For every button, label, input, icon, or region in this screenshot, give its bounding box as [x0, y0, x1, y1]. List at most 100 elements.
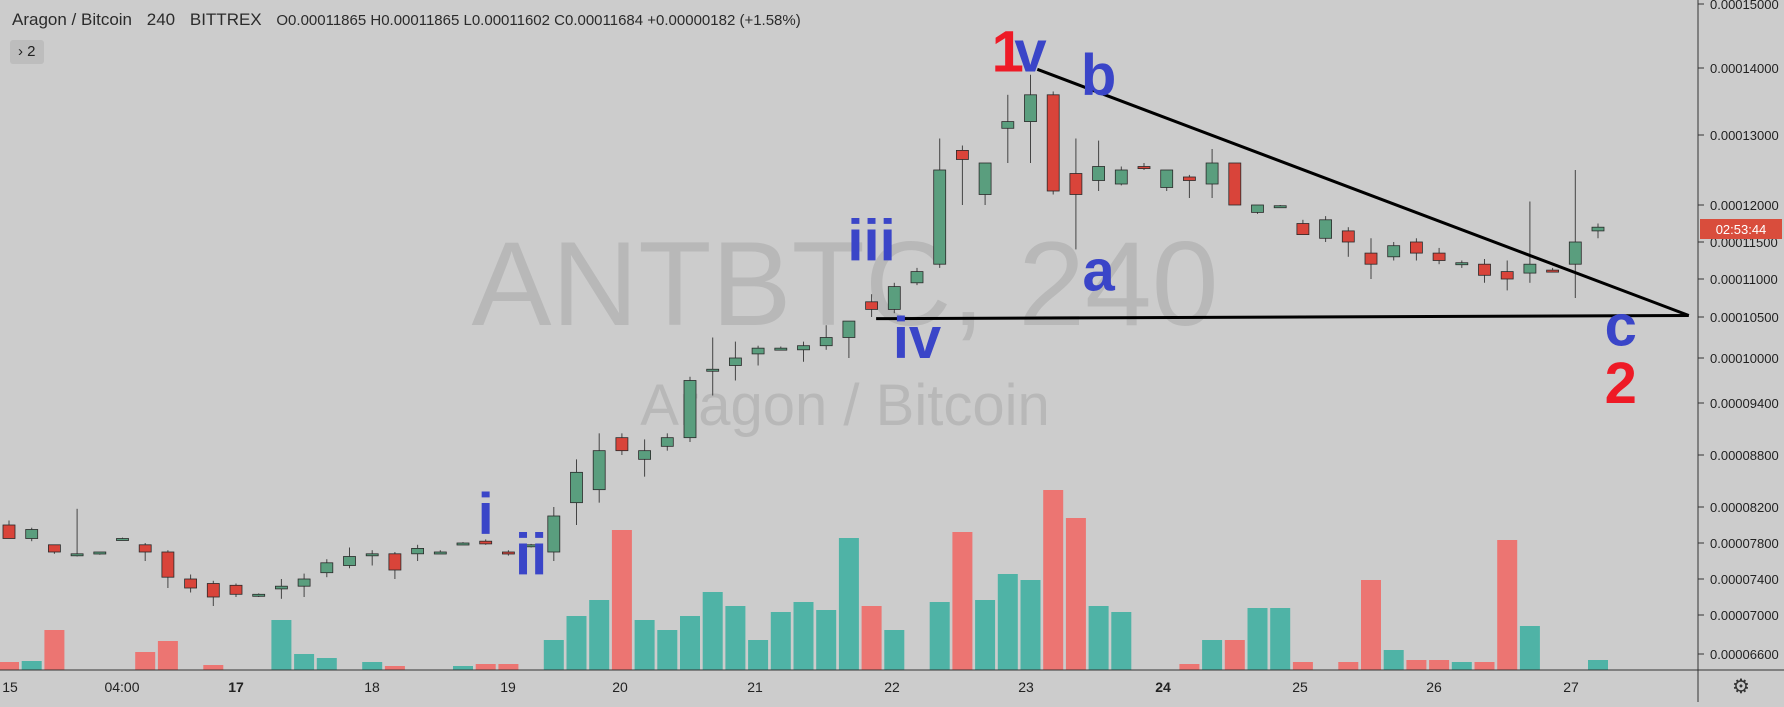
indicators-toggle[interactable]: › 2 [10, 40, 44, 64]
volume-bar[interactable] [929, 602, 950, 670]
candle[interactable] [2, 524, 16, 539]
volume-bar[interactable] [952, 532, 973, 670]
candle[interactable] [1296, 223, 1310, 236]
candle[interactable] [1591, 226, 1605, 232]
volume-bar[interactable] [1020, 580, 1041, 670]
volume-bar[interactable] [1474, 662, 1495, 670]
candle[interactable] [25, 529, 39, 539]
candle[interactable] [388, 553, 402, 571]
candle[interactable] [1341, 230, 1355, 243]
volume-bar[interactable] [1111, 612, 1132, 670]
volume-bar[interactable] [1202, 640, 1223, 670]
candle[interactable] [1410, 241, 1423, 254]
candle[interactable] [956, 149, 969, 160]
candle[interactable] [433, 551, 447, 555]
volume-bar[interactable] [1429, 660, 1450, 670]
volume-bar[interactable] [362, 662, 383, 670]
interval-label[interactable]: 240 [146, 10, 176, 29]
candle[interactable] [729, 357, 742, 366]
candle[interactable] [501, 551, 515, 555]
candle[interactable] [1273, 205, 1287, 209]
wave-label[interactable]: ii [515, 523, 547, 588]
candle[interactable] [93, 551, 107, 555]
candle[interactable] [161, 551, 175, 578]
volume-bar[interactable] [861, 606, 882, 670]
candle[interactable] [252, 593, 266, 597]
candle[interactable] [774, 347, 788, 351]
wave-label[interactable]: iv [893, 306, 941, 371]
wave-label[interactable]: i [478, 482, 494, 547]
candle[interactable] [887, 286, 901, 310]
volume-bar[interactable] [0, 662, 19, 670]
candle[interactable] [138, 544, 152, 553]
candle[interactable] [1455, 262, 1469, 266]
candle[interactable] [1546, 269, 1559, 273]
volume-bar[interactable] [657, 630, 678, 670]
candle[interactable] [638, 450, 651, 460]
volume-bar[interactable] [1519, 626, 1540, 670]
volume-bar[interactable] [1406, 660, 1427, 670]
wave-label[interactable]: 1 [992, 19, 1024, 84]
trendline[interactable] [1036, 67, 1690, 317]
candle[interactable] [865, 301, 878, 310]
volume-bar[interactable] [589, 600, 610, 670]
candle[interactable] [1478, 263, 1491, 276]
candle[interactable] [592, 450, 606, 491]
candle[interactable] [365, 553, 379, 557]
candle[interactable] [1228, 162, 1242, 206]
volume-bar[interactable] [135, 652, 156, 670]
candle[interactable] [70, 553, 84, 557]
volume-bar[interactable] [294, 654, 315, 670]
candle[interactable] [48, 544, 61, 553]
candle[interactable] [1251, 204, 1264, 213]
candle[interactable] [1387, 245, 1401, 258]
candle[interactable] [229, 584, 243, 595]
volume-bar[interactable] [157, 641, 178, 670]
volume-bar[interactable] [884, 630, 905, 670]
volume-bar[interactable] [1088, 606, 1109, 670]
candle[interactable] [660, 437, 674, 447]
candle[interactable] [297, 578, 311, 587]
candle[interactable] [683, 380, 697, 439]
volume-bar[interactable] [1497, 540, 1518, 670]
volume-bar[interactable] [838, 538, 859, 670]
volume-bar[interactable] [1588, 660, 1608, 670]
volume-bar[interactable] [1451, 662, 1472, 670]
trendline[interactable] [876, 313, 1689, 321]
candle[interactable] [1069, 173, 1083, 195]
volume-bar[interactable] [1292, 662, 1313, 670]
price-axis[interactable] [1698, 0, 1784, 670]
volume-bar[interactable] [1338, 662, 1359, 670]
volume-bar[interactable] [498, 664, 519, 670]
volume-bar[interactable] [1361, 580, 1381, 670]
gear-icon[interactable]: ⚙ [1732, 676, 1750, 698]
volume-bar[interactable] [793, 602, 814, 670]
candle[interactable] [116, 538, 129, 541]
candle[interactable] [547, 515, 561, 553]
wave-label[interactable]: iii [847, 209, 895, 274]
volume-bar[interactable] [634, 620, 655, 670]
candle[interactable] [479, 540, 493, 545]
wave-label[interactable]: v [1014, 19, 1046, 84]
candle[interactable] [842, 320, 856, 338]
volume-bar[interactable] [1247, 608, 1268, 670]
volume-bar[interactable] [1043, 490, 1064, 670]
volume-bar[interactable] [770, 612, 791, 670]
volume-bar[interactable] [566, 616, 587, 670]
candle[interactable] [524, 544, 538, 548]
candle[interactable] [411, 548, 425, 555]
volume-bar[interactable] [271, 620, 292, 670]
volume-bar[interactable] [816, 610, 837, 670]
volume-bar[interactable] [975, 600, 996, 670]
volume-bar[interactable] [997, 574, 1018, 670]
candle[interactable] [343, 556, 356, 566]
candle[interactable] [274, 585, 288, 590]
volume-bar[interactable] [475, 664, 496, 670]
candle[interactable] [1364, 252, 1378, 265]
volume-bar[interactable] [680, 616, 700, 670]
candle[interactable] [184, 578, 198, 589]
volume-bar[interactable] [748, 640, 769, 670]
candle[interactable] [456, 542, 470, 546]
